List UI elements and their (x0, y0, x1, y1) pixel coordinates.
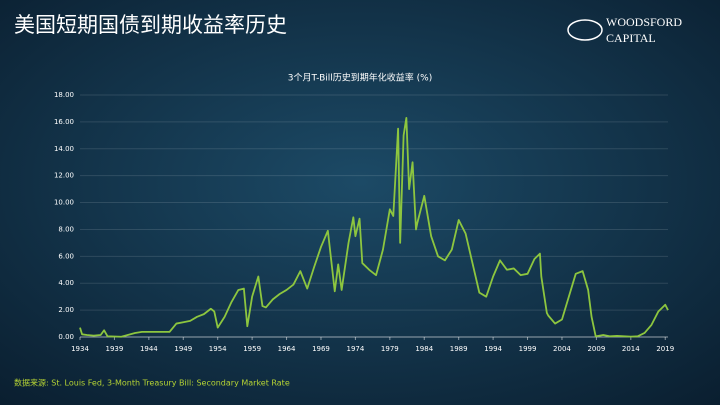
logo-icon (567, 19, 603, 41)
x-tick-label: 1984 (415, 345, 433, 353)
y-tick-label: 6.00 (58, 252, 74, 260)
data-line (79, 116, 669, 338)
y-tick-label: 2.00 (58, 306, 74, 314)
x-tick-label: 1959 (243, 345, 261, 353)
logo: WOODSFORD CAPITAL (567, 15, 682, 45)
x-tick-label: 1964 (278, 345, 296, 353)
y-tick-label: 0.00 (58, 333, 74, 341)
source-note: 数据来源: St. Louis Fed, 3-Month Treasury Bi… (14, 378, 290, 388)
x-tick-label: 1944 (140, 345, 158, 353)
x-tick-label: 1974 (346, 345, 364, 353)
y-tick-label: 4.00 (58, 279, 74, 287)
chart-title: 3个月T-Bill历史到期年化收益率 (%) (288, 72, 432, 84)
x-tick-label: 1949 (174, 345, 192, 353)
x-tick-label: 2004 (553, 345, 571, 353)
x-tick-label: 2019 (656, 345, 674, 353)
y-tick-label: 10.00 (54, 199, 74, 207)
x-tick-label: 1969 (312, 345, 330, 353)
x-tick-label: 1999 (519, 345, 537, 353)
x-tick-label: 1989 (450, 345, 468, 353)
y-tick-label: 12.00 (54, 172, 74, 180)
y-tick-label: 18.00 (54, 91, 74, 99)
x-tick-label: 1934 (71, 345, 89, 353)
y-tick-label: 14.00 (54, 145, 74, 153)
x-tick-label: 1979 (381, 345, 399, 353)
logo-text: CAPITAL (606, 31, 656, 45)
x-tick-label: 2014 (622, 345, 640, 353)
x-tick-label: 1939 (106, 345, 124, 353)
x-tick-label: 1954 (209, 345, 227, 353)
x-tick-label: 2009 (587, 345, 605, 353)
y-tick-label: 8.00 (58, 225, 74, 233)
slide-title: 美国短期国债到期收益率历史 (14, 13, 287, 37)
logo-text: WOODSFORD (606, 15, 682, 29)
y-tick-label: 16.00 (54, 118, 74, 126)
x-tick-label: 1994 (484, 345, 502, 353)
